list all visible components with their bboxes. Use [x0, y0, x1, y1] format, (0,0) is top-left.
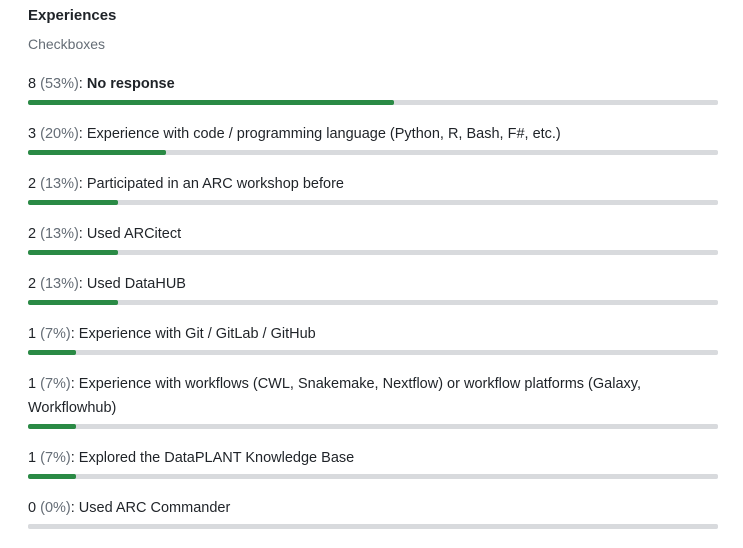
option-result: 2 (13%): Used DataHUB: [28, 272, 718, 305]
option-percent: (7%): [40, 376, 71, 392]
option-text: 2 (13%): Used ARCitect: [28, 226, 182, 242]
option-percent: (53%): [40, 76, 79, 92]
option-percent: (13%): [40, 176, 79, 192]
option-bar-fill: [28, 150, 166, 155]
option-text: 2 (13%): Used DataHUB: [28, 276, 186, 292]
option-result: 0 (0%): Used ARC Commander: [28, 496, 718, 529]
option-count: 1: [28, 376, 37, 392]
option-bar-fill: [28, 250, 118, 255]
option-count: 1: [28, 326, 37, 342]
option-count: 2: [28, 226, 37, 242]
option-label: Experience with workflows (CWL, Snakemak…: [28, 376, 641, 416]
option-bar-fill: [28, 350, 77, 355]
option-percent: (13%): [40, 276, 79, 292]
option-text: 1 (7%): Experience with Git / GitLab / G…: [28, 326, 316, 342]
option-count: 8: [28, 76, 37, 92]
option-count: 0: [28, 500, 37, 516]
option-bar-fill: [28, 300, 118, 305]
option-text: 3 (20%): Experience with code / programm…: [28, 126, 561, 142]
option-result: 2 (13%): Participated in an ARC workshop…: [28, 172, 718, 205]
option-label: Participated in an ARC workshop before: [86, 176, 344, 192]
question-type-label: Checkboxes: [28, 36, 106, 52]
option-text: 0 (0%): Used ARC Commander: [28, 500, 231, 516]
option-result: 1 (7%): Explored the DataPLANT Knowledge…: [28, 446, 718, 479]
option-result: 3 (20%): Experience with code / programm…: [28, 122, 718, 155]
option-bar-track: [28, 474, 718, 479]
option-bar-track: [28, 150, 718, 155]
option-count: 2: [28, 276, 37, 292]
option-label: Used ARCitect: [86, 226, 182, 242]
option-bar-fill: [28, 200, 118, 205]
option-bar-track: [28, 300, 718, 305]
option-text: 8 (53%): No response: [28, 76, 175, 92]
option-label: Used ARC Commander: [78, 500, 231, 516]
option-percent: (13%): [40, 226, 79, 242]
option-text: 2 (13%): Participated in an ARC workshop…: [28, 176, 344, 192]
option-bar-track: [28, 350, 718, 355]
option-bar-fill: [28, 424, 77, 429]
option-text: 1 (7%): Explored the DataPLANT Knowledge…: [28, 450, 355, 466]
option-count: 2: [28, 176, 37, 192]
option-result: 8 (53%): No response: [28, 72, 718, 105]
option-bar-fill: [28, 100, 394, 105]
option-percent: (0%): [40, 500, 71, 516]
option-text: 1 (7%): Experience with workflows (CWL, …: [28, 376, 641, 416]
option-result: 1 (7%): Experience with workflows (CWL, …: [28, 372, 718, 429]
option-label: Used DataHUB: [86, 276, 186, 292]
option-percent: (20%): [40, 126, 79, 142]
option-label: No response: [86, 76, 175, 92]
option-result: 1 (7%): Experience with Git / GitLab / G…: [28, 322, 718, 355]
option-label: Experience with Git / GitLab / GitHub: [78, 326, 316, 342]
option-bar-track: [28, 200, 718, 205]
option-label: Explored the DataPLANT Knowledge Base: [78, 450, 355, 466]
question-title: Experiences: [28, 7, 117, 24]
option-bar-fill: [28, 474, 77, 479]
option-result: 2 (13%): Used ARCitect: [28, 222, 718, 255]
option-bar-track: [28, 424, 718, 429]
option-count: 3: [28, 126, 37, 142]
option-bar-track: [28, 100, 718, 105]
option-percent: (7%): [40, 326, 71, 342]
option-bar-track: [28, 250, 718, 255]
option-percent: (7%): [40, 450, 71, 466]
option-count: 1: [28, 450, 37, 466]
option-bar-track: [28, 524, 718, 529]
option-label: Experience with code / programming langu…: [86, 126, 561, 142]
